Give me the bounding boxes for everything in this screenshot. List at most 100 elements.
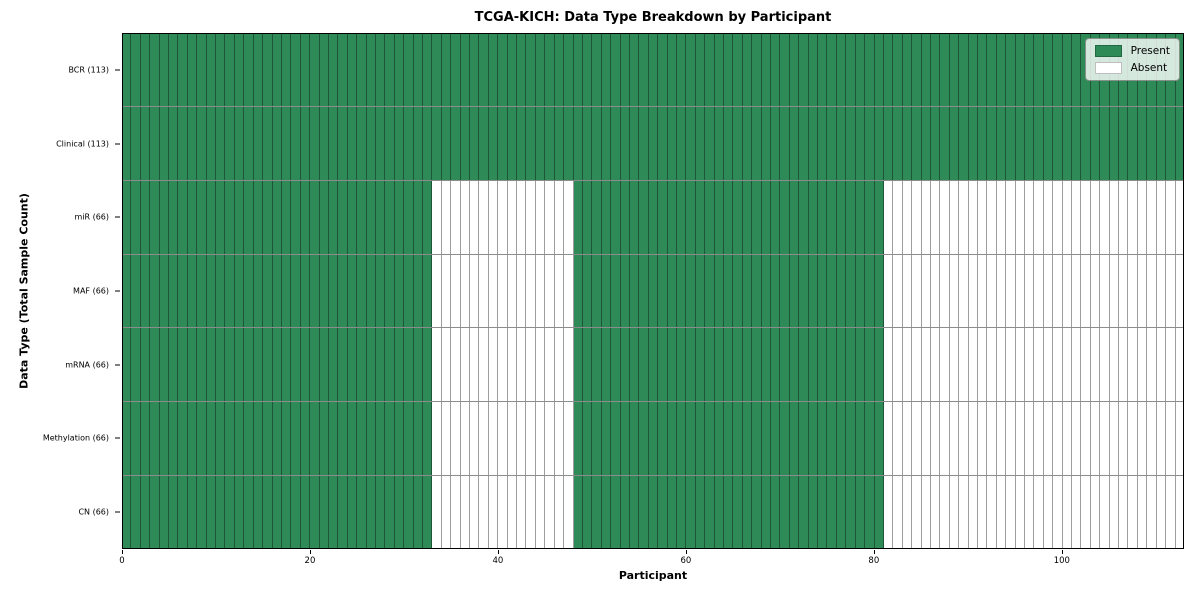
heatmap-cell-present bbox=[300, 476, 311, 550]
heatmap-cell-present bbox=[705, 254, 715, 328]
heatmap-cell-present bbox=[394, 180, 405, 254]
heatmap-cell-present bbox=[122, 33, 132, 106]
x-tick-label: 0 bbox=[119, 556, 125, 566]
heatmap-cell-present bbox=[1043, 106, 1054, 180]
heatmap-cell-absent bbox=[1137, 254, 1148, 328]
heatmap-cell-absent bbox=[883, 254, 894, 328]
heatmap-cell-present bbox=[451, 106, 461, 180]
y-tick-mark bbox=[115, 290, 120, 292]
heatmap-cell-absent bbox=[940, 254, 950, 328]
heatmap-cell-absent bbox=[470, 254, 480, 328]
heatmap-cell-present bbox=[667, 254, 677, 328]
heatmap-cell-present bbox=[611, 476, 621, 550]
heatmap-cell-present bbox=[507, 106, 518, 180]
heatmap-cell-present bbox=[460, 33, 471, 106]
heatmap-cell-present bbox=[836, 180, 847, 254]
y-tick-label: BCR (113) bbox=[68, 65, 109, 75]
heatmap-cell-present bbox=[742, 328, 753, 402]
heatmap-cell-present bbox=[131, 254, 141, 328]
heatmap-cell-absent bbox=[930, 402, 941, 476]
heatmap-cell-present bbox=[545, 33, 555, 106]
heatmap-cell-present bbox=[855, 33, 866, 106]
y-tick-mark bbox=[115, 143, 120, 145]
heatmap-cell-present bbox=[394, 254, 405, 328]
heatmap-cell-present bbox=[423, 402, 433, 476]
heatmap-cell-present bbox=[648, 402, 659, 476]
heatmap-cell-present bbox=[592, 402, 602, 476]
heatmap-cell-present bbox=[714, 476, 724, 550]
heatmap-cell-present bbox=[357, 254, 367, 328]
heatmap-cell-present bbox=[291, 33, 301, 106]
heatmap-cell-present bbox=[507, 33, 518, 106]
heatmap-cell-present bbox=[629, 476, 640, 550]
heatmap-cell-absent bbox=[554, 476, 565, 550]
heatmap-cell-present bbox=[752, 180, 762, 254]
heatmap-cell-absent bbox=[893, 254, 903, 328]
heatmap-cell-absent bbox=[488, 402, 499, 476]
x-tick-label: 40 bbox=[492, 556, 504, 566]
heatmap-cell-present bbox=[122, 106, 132, 180]
heatmap-cell-present bbox=[865, 476, 875, 550]
heatmap-cell-absent bbox=[451, 254, 461, 328]
heatmap-cell-present bbox=[902, 106, 913, 180]
heatmap-cell-present bbox=[874, 402, 884, 476]
heatmap-cell-present bbox=[620, 33, 630, 106]
heatmap-cell-present bbox=[206, 328, 217, 402]
heatmap-row bbox=[122, 402, 1184, 477]
heatmap-cell-present bbox=[695, 476, 706, 550]
heatmap-cell-present bbox=[686, 476, 696, 550]
heatmap-cell-present bbox=[319, 402, 329, 476]
heatmap-cell-present bbox=[150, 402, 160, 476]
y-tick-mark bbox=[115, 511, 120, 513]
heatmap-cell-present bbox=[1062, 106, 1073, 180]
heatmap-cell-present bbox=[347, 33, 358, 106]
heatmap-cell-present bbox=[319, 106, 329, 180]
heatmap-cell-present bbox=[582, 106, 593, 180]
heatmap-cell-absent bbox=[930, 180, 941, 254]
heatmap-cell-present bbox=[375, 402, 386, 476]
heatmap-cell-present bbox=[338, 402, 348, 476]
heatmap-cell-present bbox=[752, 106, 762, 180]
heatmap-cell-present bbox=[818, 180, 828, 254]
heatmap-cell-absent bbox=[1081, 180, 1091, 254]
heatmap-cell-present bbox=[272, 254, 282, 328]
heatmap-cell-present bbox=[940, 33, 950, 106]
heatmap-cell-absent bbox=[1081, 402, 1091, 476]
heatmap-cell-present bbox=[225, 33, 235, 106]
heatmap-cell-present bbox=[1043, 33, 1054, 106]
heatmap-cell-present bbox=[159, 402, 170, 476]
heatmap-cell-absent bbox=[968, 402, 978, 476]
heatmap-cell-present bbox=[131, 328, 141, 402]
heatmap-cell-present bbox=[818, 106, 828, 180]
heatmap-cell-absent bbox=[554, 402, 565, 476]
heatmap-cell-absent bbox=[1034, 180, 1044, 254]
heatmap-cell-present bbox=[385, 254, 395, 328]
heatmap-cell-absent bbox=[959, 254, 969, 328]
heatmap-cell-present bbox=[140, 402, 151, 476]
heatmap-cell-present bbox=[996, 33, 1007, 106]
heatmap-cell-present bbox=[639, 254, 649, 328]
heatmap-cell-present bbox=[921, 106, 931, 180]
heatmap-cell-present bbox=[357, 476, 367, 550]
heatmap-cell-absent bbox=[432, 328, 442, 402]
heatmap-cell-present bbox=[686, 254, 696, 328]
heatmap-cell-absent bbox=[498, 328, 508, 402]
heatmap-cell-absent bbox=[451, 402, 461, 476]
heatmap-cell-absent bbox=[1119, 180, 1129, 254]
heatmap-cell-present bbox=[150, 476, 160, 550]
heatmap-cell-present bbox=[169, 106, 179, 180]
heatmap-cell-present bbox=[225, 106, 235, 180]
heatmap-cell-present bbox=[564, 106, 574, 180]
heatmap-cell-present bbox=[771, 476, 781, 550]
heatmap-cell-present bbox=[930, 33, 941, 106]
heatmap-cell-present bbox=[808, 328, 819, 402]
heatmap-cell-present bbox=[178, 180, 188, 254]
heatmap-cell-present bbox=[225, 180, 235, 254]
heatmap-cell-present bbox=[526, 106, 536, 180]
heatmap-cell-present bbox=[216, 476, 226, 550]
heatmap-cell-absent bbox=[441, 254, 452, 328]
heatmap-cell-present bbox=[366, 476, 376, 550]
heatmap-row bbox=[122, 254, 1184, 329]
heatmap-cell-absent bbox=[460, 328, 471, 402]
heatmap-cell-absent bbox=[968, 254, 978, 328]
